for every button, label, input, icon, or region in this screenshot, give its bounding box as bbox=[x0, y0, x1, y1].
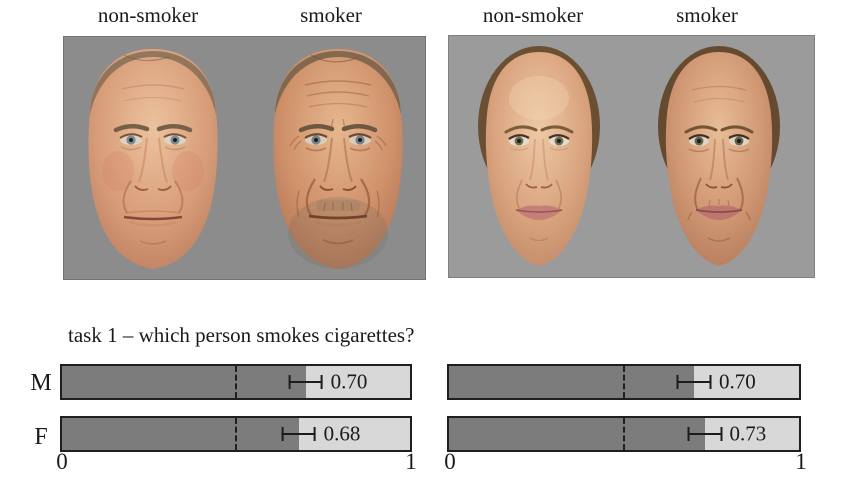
axis-tick-left-1: 1 bbox=[405, 449, 417, 474]
female-smoker-label: smoker bbox=[676, 3, 738, 27]
reference-line-0.5 bbox=[235, 366, 237, 398]
nose bbox=[525, 138, 553, 189]
male-nonsmoker-label: non-smoker bbox=[97, 3, 199, 27]
stubble bbox=[288, 197, 388, 269]
eyebrows bbox=[113, 124, 193, 133]
mouth bbox=[515, 205, 563, 220]
reference-line-0.5 bbox=[623, 418, 625, 450]
bar-fill bbox=[62, 418, 299, 450]
female-nonsmoker-face-image bbox=[478, 46, 600, 266]
nose bbox=[705, 138, 733, 189]
bar-male-panel-row-f: 0.68 bbox=[60, 416, 412, 452]
head bbox=[273, 49, 403, 269]
male-nonsmoker-face-image bbox=[88, 49, 218, 269]
male-smoker-face-image bbox=[273, 49, 403, 269]
head bbox=[88, 49, 218, 269]
bar-fill bbox=[449, 366, 694, 398]
female-smoker-face-image bbox=[658, 46, 780, 266]
bar-fill bbox=[449, 418, 705, 450]
eyes bbox=[508, 134, 570, 151]
bar-fill bbox=[62, 366, 306, 398]
row-label-male-raters: M bbox=[30, 370, 52, 396]
mouth bbox=[687, 205, 751, 221]
bar-female-panel-row-m: 0.70 bbox=[447, 364, 801, 400]
head bbox=[665, 52, 773, 266]
female-nonsmoker-label: non-smoker bbox=[482, 3, 584, 27]
male-smoker-label: smoker bbox=[300, 3, 362, 27]
reference-line-0.5 bbox=[623, 366, 625, 398]
chart-title: task 1 – which person smokes cigarettes? bbox=[68, 323, 415, 347]
value-label: 0.70 bbox=[719, 369, 756, 394]
mouth bbox=[123, 210, 183, 227]
female-faces-panel bbox=[448, 35, 815, 278]
reference-line-0.5 bbox=[235, 418, 237, 450]
error-bar bbox=[288, 375, 323, 389]
eyes bbox=[289, 133, 387, 152]
eyes bbox=[688, 134, 750, 153]
error-bar bbox=[687, 427, 722, 441]
error-bar bbox=[281, 427, 317, 441]
nose bbox=[134, 137, 172, 191]
eyes bbox=[119, 133, 187, 151]
eyebrows bbox=[684, 125, 754, 134]
eyebrows bbox=[298, 124, 378, 133]
bar-male-panel-row-m: 0.70 bbox=[60, 364, 412, 400]
male-faces-panel bbox=[63, 36, 426, 280]
nose bbox=[319, 137, 357, 191]
bar-female-panel-row-f: 0.73 bbox=[447, 416, 801, 452]
mouth bbox=[308, 214, 368, 227]
axis-tick-left-0: 0 bbox=[56, 449, 68, 474]
head bbox=[485, 52, 593, 266]
value-label: 0.73 bbox=[729, 421, 767, 446]
error-bar bbox=[676, 375, 712, 389]
row-label-female-raters: F bbox=[34, 424, 48, 450]
eyebrows bbox=[504, 125, 574, 134]
value-label: 0.70 bbox=[330, 369, 368, 394]
value-label: 0.68 bbox=[323, 421, 361, 446]
axis-tick-right-0: 0 bbox=[444, 449, 456, 474]
axis-tick-right-1: 1 bbox=[795, 449, 807, 474]
